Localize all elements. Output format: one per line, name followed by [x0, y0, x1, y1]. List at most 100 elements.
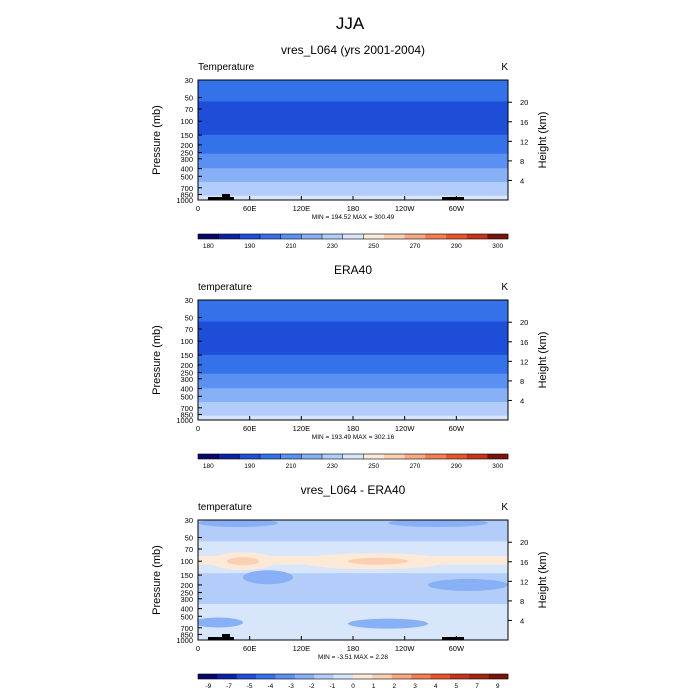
colorbar-label: 270 — [410, 463, 421, 470]
contour-band — [198, 616, 508, 618]
contour-band — [198, 606, 508, 609]
y-tick-label: 250 — [180, 149, 193, 158]
contour-band — [198, 309, 508, 311]
contour-band — [198, 88, 508, 91]
contour-band — [198, 634, 508, 636]
y-tick-label: 150 — [180, 351, 193, 360]
contour-band — [198, 594, 508, 597]
contour-band — [198, 182, 508, 185]
y-tick-label: 100 — [180, 557, 193, 566]
contour-band — [198, 414, 508, 416]
contour-band — [198, 407, 508, 409]
x-tick-label: 0 — [196, 204, 200, 213]
contour-band — [198, 329, 508, 331]
contour-band — [198, 101, 508, 103]
contour-band — [198, 171, 508, 174]
min-max-stats: MIN = 193.49 MAX = 302.16 — [312, 434, 395, 441]
contour-band — [198, 406, 508, 408]
contour-band — [198, 336, 508, 339]
contour-band — [198, 150, 508, 152]
contour-band — [198, 180, 508, 182]
contour-band — [198, 584, 508, 586]
y-tick-label: 700 — [180, 404, 193, 413]
y-tick-label: 200 — [180, 141, 193, 150]
y-axis-right-label: Height (km) — [537, 112, 549, 169]
contour-band — [198, 360, 508, 363]
y-tick-label: 500 — [180, 392, 193, 401]
colorbar-label: 190 — [244, 463, 255, 470]
contour-band — [198, 134, 508, 136]
contour-band — [198, 120, 508, 122]
panel-variable-label: Temperature — [198, 62, 255, 73]
contour-band — [198, 340, 508, 342]
panel-1: vres_L064 (yrs 2001-2004) Temperature K 30 5… — [151, 43, 549, 250]
contour-band — [198, 383, 508, 385]
panel-variable-label: temperature — [198, 282, 252, 293]
x-tick-label: 60W — [449, 424, 465, 433]
contour-band — [198, 310, 508, 312]
contour-band — [198, 131, 508, 133]
contour-band — [198, 401, 508, 403]
contour-band — [198, 339, 508, 341]
contour-band — [198, 403, 508, 406]
y-tick-label: 500 — [180, 612, 193, 621]
anomaly-region — [243, 570, 293, 585]
colorbar-swatch — [487, 454, 509, 459]
contour-band — [198, 526, 508, 529]
contour-band — [198, 362, 508, 365]
contour-band — [198, 114, 508, 116]
contour-band — [198, 348, 508, 350]
x-tick-label: 120W — [395, 204, 416, 213]
contour-band — [198, 593, 508, 596]
contour-band — [198, 174, 508, 176]
colorbar-swatch — [301, 454, 323, 459]
contour-band — [198, 546, 508, 549]
contour-band — [198, 378, 508, 380]
contour-band — [198, 322, 508, 324]
contour-band — [198, 533, 508, 536]
contour-band — [198, 399, 508, 401]
contour-band — [198, 185, 508, 187]
contour-band — [198, 186, 508, 188]
contour-band — [198, 147, 508, 150]
anomaly-region — [227, 557, 259, 566]
contour-band — [198, 102, 508, 104]
contour-band — [198, 109, 508, 111]
colorbar-swatch — [466, 454, 488, 459]
contour-band — [198, 410, 508, 413]
contour-band — [198, 633, 508, 635]
contour-band — [198, 532, 508, 534]
contour-band — [198, 386, 508, 389]
colorbar: 180 190 210 230 250 270 290 300 — [197, 453, 509, 470]
panel-variable-label: temperature — [198, 502, 252, 513]
contour-band — [198, 526, 508, 528]
contour-band — [198, 300, 508, 303]
contour-band — [198, 598, 508, 601]
panel-units-label: K — [501, 282, 508, 293]
contour-band — [198, 545, 508, 548]
contour-band — [198, 115, 508, 117]
contour-band — [198, 86, 508, 89]
contour-band — [198, 337, 508, 340]
contour-band — [198, 394, 508, 396]
contour-band — [198, 168, 508, 170]
contour-band — [198, 175, 508, 177]
contour-band — [198, 369, 508, 371]
contour-band — [198, 178, 508, 181]
contour-band — [198, 585, 508, 587]
y-tick-label: 1000 — [176, 196, 193, 205]
colorbar-swatch — [217, 674, 238, 679]
colorbar-swatch — [430, 674, 451, 679]
contour-band — [198, 332, 508, 335]
contour-band — [198, 628, 508, 630]
contour-band — [198, 341, 508, 343]
contour-band — [198, 574, 508, 576]
contour-band — [198, 614, 508, 616]
colorbar-label: 180 — [203, 243, 214, 250]
min-max-stats: MIN = -3.51 MAX = 2.28 — [318, 654, 388, 661]
contour-band — [198, 143, 508, 145]
colorbar-swatch — [333, 674, 354, 679]
contour-band — [198, 170, 508, 173]
